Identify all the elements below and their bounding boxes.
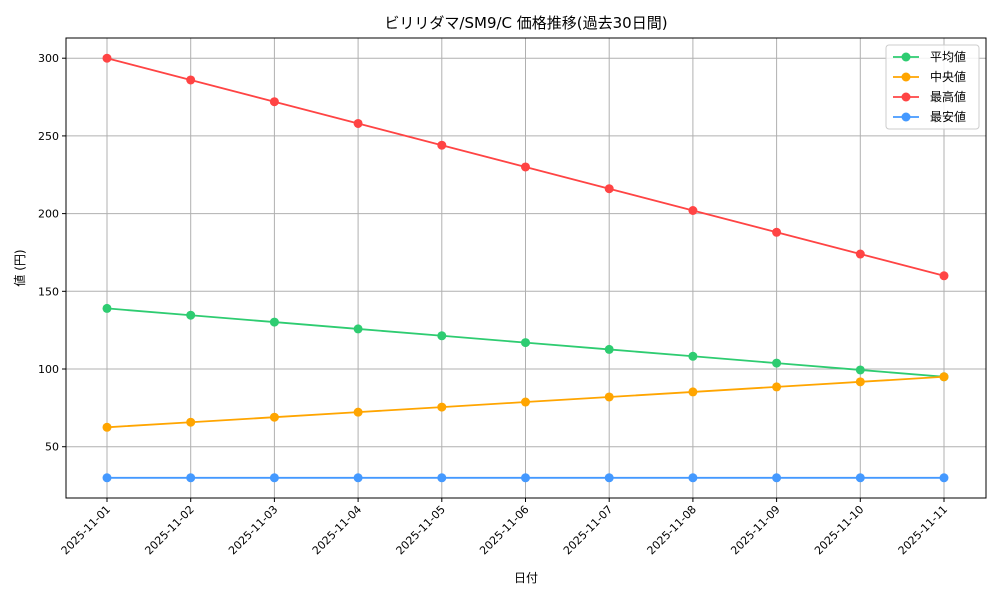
data-point [604,392,614,402]
legend-label: 最高値 [930,89,966,104]
data-point [186,310,196,320]
data-point [353,324,363,334]
data-point [521,338,530,348]
data-point [102,303,112,313]
data-point [855,365,865,375]
data-point [437,140,447,150]
data-point [269,97,279,107]
data-point [186,417,196,427]
x-tick-label: 2025-11-06 [477,503,531,557]
data-point [688,387,698,397]
data-point [269,473,279,483]
data-point [772,382,782,392]
data-point [437,402,447,412]
data-point [772,358,782,368]
data-point [437,331,447,341]
y-tick-label: 250 [38,130,59,143]
data-point [688,206,698,215]
x-tick-label: 2025-11-01 [59,503,113,557]
data-point [186,75,196,85]
data-point [353,473,363,483]
data-point [939,372,949,382]
legend-label: 平均値 [930,49,966,64]
data-point [939,473,949,483]
data-point [688,351,698,361]
y-tick-label: 300 [38,52,59,65]
legend-marker [901,92,911,102]
data-point [604,473,614,483]
data-point [855,249,865,259]
x-tick-label: 2025-11-02 [142,503,196,557]
x-axis-label: 日付 [514,571,538,585]
legend-box [885,44,980,130]
data-point [855,377,865,387]
data-point [269,317,279,327]
data-point [521,397,530,407]
data-point [939,271,949,281]
data-point [186,473,196,483]
data-point [353,407,363,417]
y-axis-label: 値 (円) [12,249,27,286]
data-point [604,184,614,194]
data-point [604,344,614,354]
data-point [102,53,112,63]
legend-marker [901,52,911,62]
data-point [521,162,530,172]
x-tick-label: 2025-11-08 [645,503,699,557]
legend-marker [901,72,911,82]
x-tick-label: 2025-11-05 [394,503,448,557]
legend-label: 最安値 [930,109,966,124]
data-point [688,473,698,483]
data-point [353,118,363,128]
data-point [772,473,782,483]
y-tick-label: 150 [38,285,59,298]
y-tick-label: 200 [38,208,59,221]
data-point [102,473,112,483]
x-tick-label: 2025-11-11 [896,503,950,557]
data-point [855,473,865,483]
data-point [521,473,530,483]
y-tick-label: 100 [38,363,59,376]
data-point [102,422,112,432]
plot-frame [65,37,987,499]
chart-title: ビリリダマ/SM9/C 価格推移(過去30日間) [384,14,667,32]
data-point [437,473,447,483]
y-tick-label: 50 [45,441,59,454]
legend-label: 中央値 [930,69,966,84]
x-tick-label: 2025-11-10 [812,503,866,557]
data-point [269,412,279,422]
x-tick-label: 2025-11-07 [561,503,615,557]
legend-marker [901,112,911,122]
x-tick-label: 2025-11-09 [728,503,782,557]
data-point [772,227,782,237]
x-tick-label: 2025-11-03 [226,503,280,557]
x-tick-label: 2025-11-04 [310,503,364,557]
